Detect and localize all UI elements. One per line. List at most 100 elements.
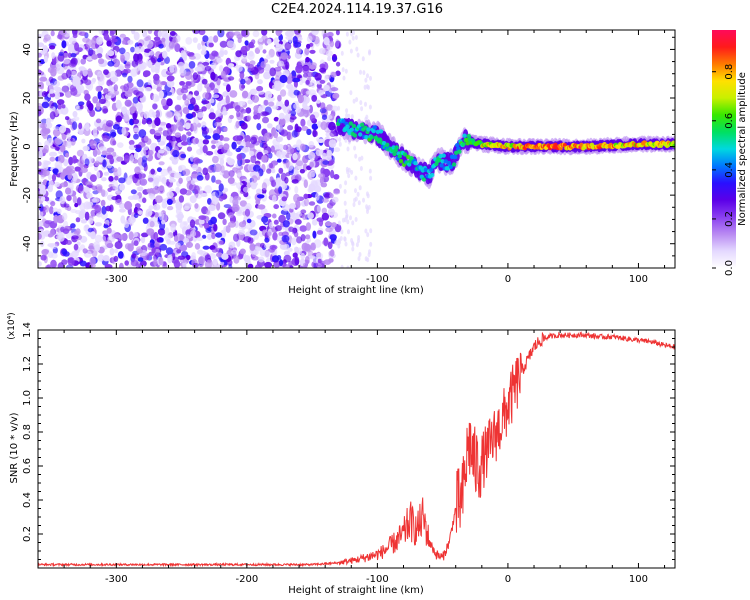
heatmap-cell xyxy=(114,241,123,250)
heatmap-cell xyxy=(222,218,227,225)
heatmap-cell xyxy=(139,178,148,186)
heatmap-cell xyxy=(345,166,349,172)
heatmap-cell xyxy=(293,30,302,35)
heatmap-cell xyxy=(62,251,70,257)
heatmap-cell xyxy=(219,50,225,58)
heatmap-cell xyxy=(320,167,326,175)
heatmap-cell xyxy=(104,239,113,247)
heatmap-cell xyxy=(455,142,460,148)
heatmap-cell xyxy=(120,215,126,224)
heatmap-cell xyxy=(461,142,466,147)
heatmap-cell xyxy=(116,156,124,162)
heatmap-cell xyxy=(334,40,342,49)
heatmap-cell xyxy=(275,75,280,82)
heatmap-cell xyxy=(54,90,60,100)
heatmap-cell xyxy=(354,35,358,40)
heatmap-cell xyxy=(146,188,152,193)
heatmap-cell xyxy=(359,69,362,75)
heatmap-cell xyxy=(78,184,84,192)
heatmap-cell xyxy=(135,91,144,99)
colorbar: 0.0 0.2 0.4 0.6 0.8 Normalized spectral ampl… xyxy=(712,30,748,276)
heatmap-cell xyxy=(95,184,103,191)
heatmap-cell xyxy=(71,250,79,258)
heatmap-cell xyxy=(352,98,356,104)
heatmap-cell xyxy=(201,106,207,112)
heatmap-cell xyxy=(260,242,266,249)
heatmap-cell xyxy=(158,43,164,49)
heatmap-cell xyxy=(182,52,188,60)
heatmap-cell xyxy=(64,90,72,98)
heatmap-cell xyxy=(235,120,240,129)
heatmap-cell xyxy=(283,106,290,114)
heatmap-cell xyxy=(154,242,161,247)
heatmap-cell xyxy=(78,84,85,94)
heatmap-cell xyxy=(392,151,397,157)
heatmap-cell xyxy=(278,214,286,223)
heatmap-cell xyxy=(158,121,167,126)
heatmap-cell xyxy=(98,30,105,35)
heatmap-cell xyxy=(276,255,282,260)
heatmap-cell xyxy=(226,103,234,109)
heatmap-cell xyxy=(345,214,349,220)
heatmap-cell xyxy=(179,244,188,252)
heatmap-cell xyxy=(213,35,219,43)
heatmap-cell xyxy=(356,191,360,197)
heatmap-cell xyxy=(310,79,316,88)
heatmap-cell xyxy=(96,149,101,156)
heatmap-cell xyxy=(256,112,261,120)
heatmap-cell xyxy=(338,141,342,147)
heatmap-cell xyxy=(84,158,90,166)
heatmap-cell xyxy=(248,44,255,49)
heatmap-cell xyxy=(300,252,306,260)
heatmap-cell xyxy=(170,223,177,233)
heatmap-cell xyxy=(154,68,160,74)
heatmap-cell xyxy=(377,137,383,142)
heatmap-cell xyxy=(118,65,125,72)
heatmap-cell xyxy=(351,246,355,252)
spectrogram-x-label: Height of straight line (km) xyxy=(288,285,424,296)
heatmap-cell xyxy=(215,232,223,238)
heatmap-cell xyxy=(52,128,61,137)
heatmap-cell xyxy=(237,101,246,106)
heatmap-cell xyxy=(242,146,250,153)
heatmap-cell xyxy=(223,143,230,151)
heatmap-cell xyxy=(60,182,68,188)
heatmap-cell xyxy=(335,30,340,36)
heatmap-cell xyxy=(201,78,208,85)
heatmap-cell xyxy=(353,145,357,151)
heatmap-cell xyxy=(292,152,298,161)
heatmap-cell xyxy=(344,209,348,214)
heatmap-cell xyxy=(231,249,238,255)
heatmap-cell xyxy=(365,84,369,90)
heatmap-cell xyxy=(124,201,133,210)
heatmap-cell xyxy=(255,264,262,268)
heatmap-cell xyxy=(166,75,175,82)
heatmap-cell xyxy=(159,237,164,243)
heatmap-cell xyxy=(188,61,196,69)
heatmap-cell xyxy=(323,259,332,265)
heatmap-cell xyxy=(67,172,73,180)
heatmap-cell xyxy=(186,176,192,182)
heatmap-cell xyxy=(321,152,327,160)
heatmap-cell xyxy=(222,170,230,179)
heatmap-cell xyxy=(261,182,267,191)
heatmap-cell xyxy=(202,139,210,145)
heatmap-cell xyxy=(89,256,96,266)
heatmap-cell xyxy=(41,91,48,98)
heatmap-cell xyxy=(86,192,93,199)
heatmap-cell xyxy=(277,144,284,149)
heatmap-cell xyxy=(249,88,258,96)
heatmap-cell xyxy=(245,107,252,114)
heatmap-cell xyxy=(305,79,310,85)
spectrogram-y-label: Frequency (Hz) xyxy=(9,111,20,187)
heatmap-cell xyxy=(236,172,243,177)
heatmap-cell xyxy=(54,181,60,188)
snr-y-label: SNR (10 * v/v) xyxy=(9,412,20,483)
heatmap-cell xyxy=(211,139,219,144)
heatmap-cell xyxy=(158,127,163,132)
heatmap-cell xyxy=(115,185,122,194)
heatmap-cell xyxy=(264,69,271,77)
heatmap-cell xyxy=(184,99,190,106)
heatmap-cell xyxy=(137,263,142,268)
heatmap-cell xyxy=(343,200,347,206)
